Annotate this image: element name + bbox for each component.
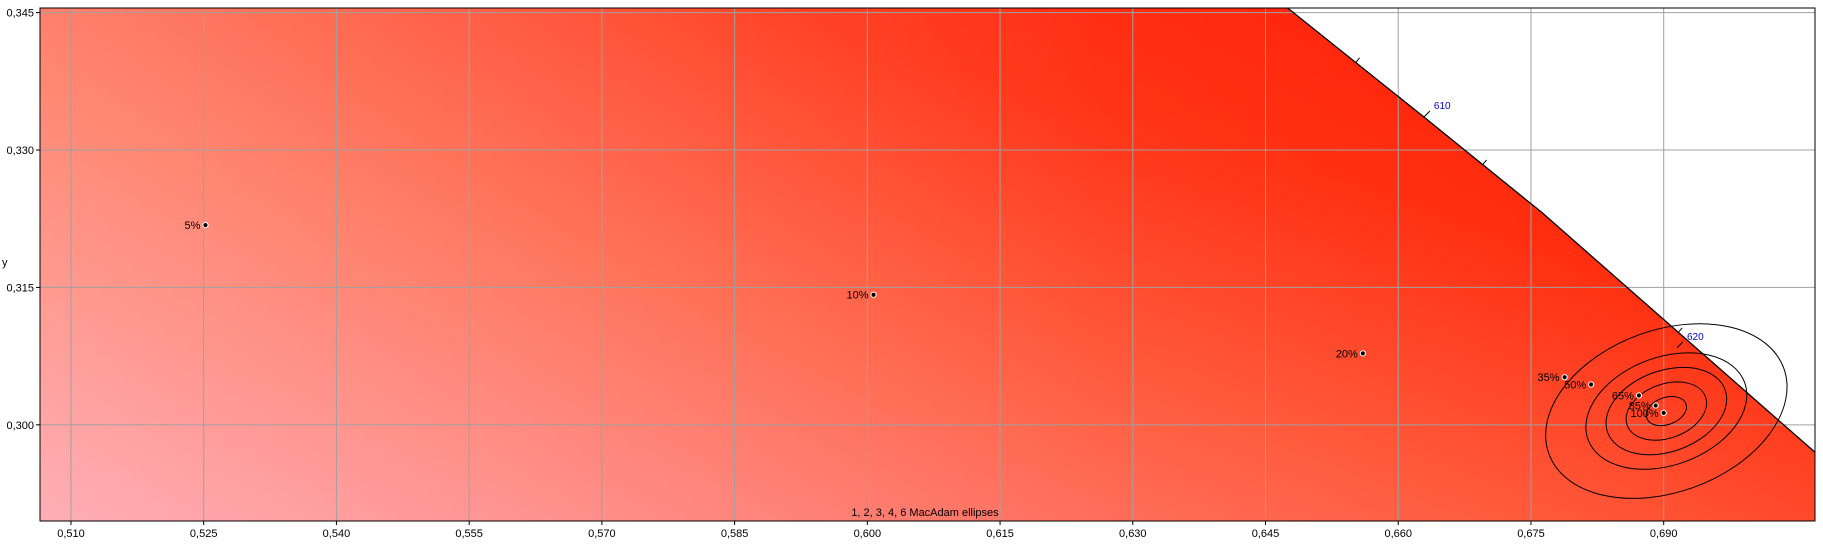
wavelength-tick <box>1423 110 1431 118</box>
x-tick-label: 0,555 <box>455 528 483 540</box>
data-point <box>1359 350 1366 357</box>
x-tick-label: 0,660 <box>1384 528 1412 540</box>
wavelength-tick <box>1676 341 1684 349</box>
x-tick-label: 0,630 <box>1119 528 1147 540</box>
plot-frame <box>39 7 1816 522</box>
y-tick-label: 0,330 <box>6 145 34 157</box>
data-point <box>1660 409 1667 417</box>
macadam-ellipse <box>1645 396 1687 427</box>
y-axis-label: y <box>2 257 8 269</box>
wavelength-labels: 610 620 <box>1423 101 1704 349</box>
x-tick-label: 0,585 <box>721 528 749 540</box>
gamut-tint <box>40 8 1815 521</box>
data-label: 65% <box>1612 390 1634 402</box>
data-point <box>870 291 877 298</box>
data-label: 100% <box>1631 408 1659 420</box>
locus-tick <box>1355 57 1360 63</box>
data-points: 5% 10% 20% 35% 50% 65%85%100% <box>185 220 1667 420</box>
data-label: 10% <box>846 290 868 302</box>
wavelength-label: 610 <box>1434 101 1451 112</box>
x-tick-label: 0,510 <box>57 528 85 540</box>
macadam-ellipse <box>1625 381 1708 441</box>
y-axis-ticks: 0,300 0,315 0,330 0,345 <box>6 8 40 432</box>
data-label: 35% <box>1538 372 1560 384</box>
macadam-ellipses <box>1545 323 1788 499</box>
data-label: 50% <box>1564 380 1586 392</box>
data-point <box>1652 402 1659 409</box>
x-tick-label: 0,690 <box>1650 528 1678 540</box>
data-label: 20% <box>1336 348 1358 360</box>
x-tick-label: 0,600 <box>854 528 882 540</box>
macadam-ellipse <box>1585 352 1748 470</box>
x-tick-label: 0,615 <box>986 528 1014 540</box>
x-tick-label: 0,645 <box>1252 528 1280 540</box>
locus-tick <box>1677 327 1683 333</box>
x-tick-label: 0,540 <box>323 528 351 540</box>
macadam-ellipse <box>1545 323 1788 499</box>
y-tick-label: 0,315 <box>6 282 34 294</box>
data-point <box>1588 381 1595 388</box>
data-point <box>1635 392 1643 399</box>
data-point <box>1561 374 1568 381</box>
data-label: 85% <box>1629 401 1651 413</box>
ellipse-caption: 1, 2, 3, 4, 6 MacAdam ellipses <box>851 507 999 519</box>
x-tick-label: 0,570 <box>588 528 616 540</box>
macadam-ellipse <box>1605 366 1728 456</box>
x-axis-ticks: 0,510 0,525 0,540 0,555 0,570 0,585 0,600 0,615… <box>57 521 1677 540</box>
data-label: 5% <box>185 220 201 232</box>
y-tick-label: 0,300 <box>6 420 34 432</box>
data-point <box>202 222 209 229</box>
grid-lines <box>40 8 1815 521</box>
spectral-locus-ticks <box>1355 57 1683 333</box>
x-tick-label: 0,525 <box>190 528 218 540</box>
wavelength-label: 620 <box>1687 332 1704 343</box>
y-tick-label: 0,345 <box>6 8 34 20</box>
x-tick-label: 0,675 <box>1517 528 1545 540</box>
locus-tick <box>1482 159 1487 165</box>
